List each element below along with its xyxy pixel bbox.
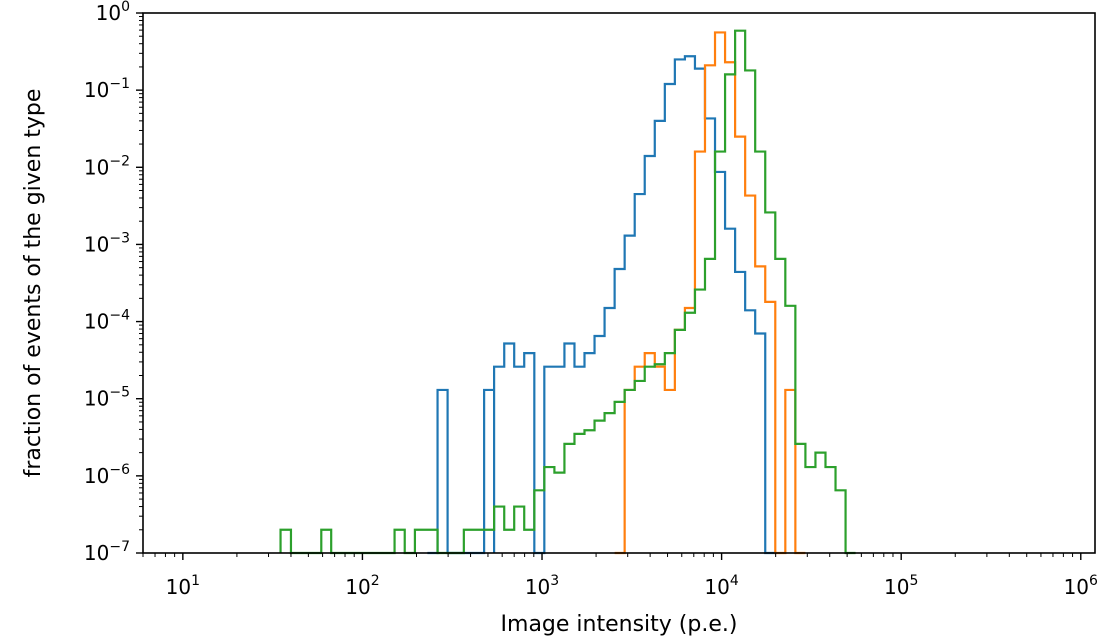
y-axis-ticks: 100 10−1 10−2 10−3 10−4 10−5 10−6 10−7 xyxy=(84,0,143,565)
x-axis-ticks: 101 102 103 104 105 106 xyxy=(142,553,1098,599)
series-line-1 xyxy=(614,31,806,555)
plot-frame xyxy=(142,12,1096,554)
y-tick-label: 10−5 xyxy=(84,385,130,411)
x-axis-label: Image intensity (p.e.) xyxy=(501,612,738,637)
series-line-0 xyxy=(427,55,776,555)
y-tick-label: 100 xyxy=(96,0,130,25)
y-tick-label: 10−3 xyxy=(84,230,130,256)
y-tick-label: 10−7 xyxy=(84,539,130,565)
y-tick-label: 10−4 xyxy=(84,308,130,334)
y-tick-label: 10−1 xyxy=(84,76,130,102)
x-tick-label: 104 xyxy=(704,573,738,599)
series-line-2 xyxy=(279,29,856,555)
y-tick-label: 10−6 xyxy=(84,462,130,488)
x-tick-label: 105 xyxy=(884,573,918,599)
y-axis-label: fraction of events of the given type xyxy=(21,89,46,478)
x-tick-label: 102 xyxy=(345,573,379,599)
x-tick-label: 103 xyxy=(525,573,559,599)
x-tick-label: 106 xyxy=(1064,573,1098,599)
x-tick-label: 101 xyxy=(166,573,200,599)
y-tick-label: 10−2 xyxy=(84,153,130,179)
series-layer xyxy=(279,29,856,555)
